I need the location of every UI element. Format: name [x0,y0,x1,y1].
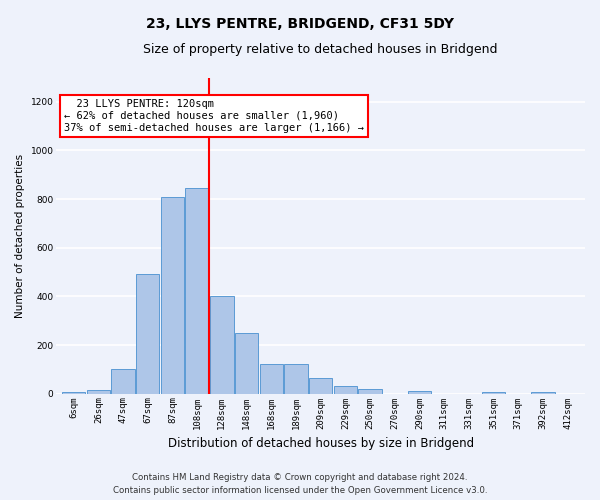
Bar [358,389,382,394]
Text: 23 LLYS PENTRE: 120sqm
← 62% of detached houses are smaller (1,960)
37% of semi-: 23 LLYS PENTRE: 120sqm ← 62% of detached… [64,100,364,132]
Title: Size of property relative to detached houses in Bridgend: Size of property relative to detached ho… [143,42,498,56]
Bar [235,334,258,394]
X-axis label: Distribution of detached houses by size in Bridgend: Distribution of detached houses by size … [167,437,474,450]
Text: 23, LLYS PENTRE, BRIDGEND, CF31 5DY: 23, LLYS PENTRE, BRIDGEND, CF31 5DY [146,18,454,32]
Text: Contains HM Land Registry data © Crown copyright and database right 2024.
Contai: Contains HM Land Registry data © Crown c… [113,474,487,495]
Bar [185,188,209,394]
Bar [136,274,160,394]
Bar [309,378,332,394]
Bar [531,392,555,394]
Bar [62,392,85,394]
Bar [334,386,357,394]
Bar [111,370,135,394]
Bar [210,296,233,394]
Bar [482,392,505,394]
Bar [284,364,308,394]
Bar [86,390,110,394]
Bar [161,196,184,394]
Bar [260,364,283,394]
Y-axis label: Number of detached properties: Number of detached properties [15,154,25,318]
Bar [408,390,431,394]
